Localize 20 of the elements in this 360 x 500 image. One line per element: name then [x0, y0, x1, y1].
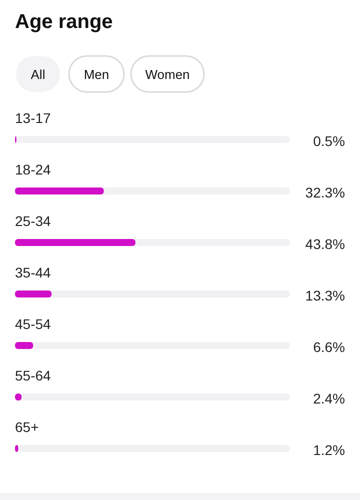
- y-tick-label: 65+: [15, 419, 39, 435]
- y-tick-label: 25-34: [15, 213, 52, 229]
- bar: [15, 290, 52, 298]
- data-label: 32.3%: [305, 184, 345, 200]
- chart-title: Age range: [15, 11, 113, 33]
- data-label: 6.6%: [313, 339, 345, 355]
- data-label: 1.2%: [313, 442, 345, 458]
- filter-button: Men: [68, 55, 125, 93]
- filter-button: Women: [130, 55, 205, 93]
- bar: [15, 342, 34, 349]
- data-label: 43.8%: [305, 236, 345, 252]
- data-label: 13.3%: [305, 288, 345, 304]
- data-label: 0.5%: [313, 133, 345, 149]
- y-tick-label: 55-64: [15, 368, 52, 384]
- y-tick-label: 35-44: [15, 264, 52, 280]
- y-tick-label: 18-24: [15, 162, 52, 178]
- filter-button: All: [16, 56, 60, 92]
- data-label: 2.4%: [313, 390, 345, 406]
- y-tick-label: 45-54: [15, 316, 52, 332]
- y-tick-label: 13-17: [15, 110, 52, 126]
